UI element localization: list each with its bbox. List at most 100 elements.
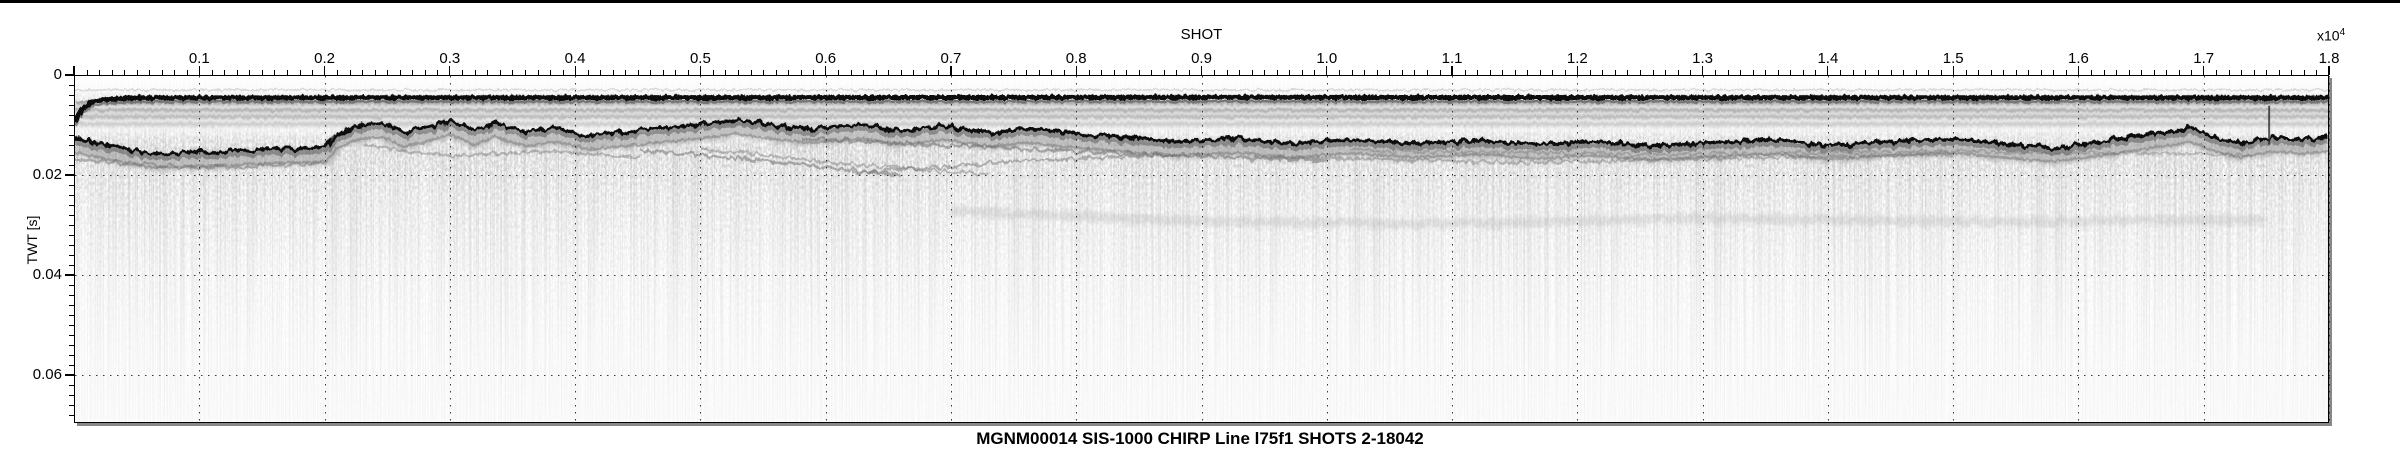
x-minor-tick xyxy=(537,70,539,75)
x-gridline xyxy=(2203,76,2205,424)
x-minor-tick xyxy=(1940,70,1942,75)
x-tick-label: 1.2 xyxy=(1566,50,1588,67)
x-minor-tick xyxy=(1226,70,1228,75)
y-tick-label: 0 xyxy=(53,66,62,83)
x-minor-tick xyxy=(312,70,314,75)
x-gridline xyxy=(825,76,827,424)
x-minor-tick xyxy=(1602,70,1604,75)
x-gridline xyxy=(700,76,702,424)
x-tick-label: 0.7 xyxy=(940,50,962,67)
x-minor-tick xyxy=(349,70,351,75)
x-minor-tick xyxy=(1301,70,1303,75)
x-major-tick xyxy=(1827,66,1829,75)
x-gridline xyxy=(1452,76,1454,424)
x-minor-tick xyxy=(600,70,602,75)
x-minor-tick xyxy=(1840,70,1842,75)
x-major-tick xyxy=(1576,66,1578,75)
x-major-tick xyxy=(2203,66,2205,75)
x-axis-title: SHOT xyxy=(1180,26,1223,43)
x-minor-tick xyxy=(186,70,188,75)
x-minor-tick xyxy=(1777,70,1779,75)
x-minor-tick xyxy=(1088,70,1090,75)
seafloor-fuzz xyxy=(75,120,2328,161)
deep-faint-band xyxy=(950,206,2266,229)
x-minor-tick xyxy=(1915,70,1917,75)
x-minor-tick xyxy=(1251,70,1253,75)
x-minor-tick xyxy=(976,70,977,75)
x-minor-tick xyxy=(2028,70,2030,75)
y-minor-tick xyxy=(69,185,74,186)
sub-bottom-reflector-line xyxy=(638,148,902,177)
x-minor-tick xyxy=(2153,70,2155,75)
x-major-tick xyxy=(1952,66,1954,75)
x-minor-tick xyxy=(1188,70,1190,75)
y-gridline xyxy=(75,275,2330,276)
x-minor-tick xyxy=(1677,70,1679,75)
x-minor-tick xyxy=(337,70,339,75)
y-minor-tick xyxy=(69,195,74,196)
seafloor-echo-line xyxy=(75,132,2328,169)
x-minor-tick xyxy=(587,70,589,75)
x-minor-tick xyxy=(550,70,552,75)
x-minor-tick xyxy=(261,70,263,75)
sub-bottom-reflector-line xyxy=(1264,153,1953,164)
x-gridline xyxy=(2078,76,2080,424)
x-gridline xyxy=(1702,76,1704,424)
x-minor-tick xyxy=(737,70,739,75)
x-minor-tick xyxy=(2065,70,2067,75)
x-minor-tick xyxy=(2015,70,2017,75)
x-minor-tick xyxy=(1489,70,1491,75)
y-major-tick xyxy=(65,274,74,276)
x-gridline xyxy=(449,76,451,424)
x-minor-tick xyxy=(2266,70,2268,75)
x-minor-tick xyxy=(211,70,213,75)
x-minor-tick xyxy=(650,70,652,75)
plot-area xyxy=(74,75,2330,424)
x-minor-tick xyxy=(2053,70,2055,75)
x-minor-tick xyxy=(1038,70,1040,75)
x-minor-tick xyxy=(525,70,526,75)
x-tick-label: 1.7 xyxy=(2193,50,2215,67)
x-minor-tick xyxy=(1214,70,1216,75)
x-gridline xyxy=(1953,76,1955,424)
x-minor-tick xyxy=(1878,70,1879,75)
x-major-tick xyxy=(73,66,75,75)
x-major-tick xyxy=(2077,66,2080,75)
x-minor-tick xyxy=(1727,70,1729,75)
x-tick-label: 0.9 xyxy=(1191,50,1212,67)
x-minor-tick xyxy=(712,70,714,75)
x-axis-multiplier-prefix: x10 xyxy=(2317,27,2340,44)
x-tick-label: 0.1 xyxy=(188,50,210,67)
x-tick-label: 1.5 xyxy=(1942,50,1964,67)
x-major-tick xyxy=(449,66,451,75)
x-minor-tick xyxy=(1990,70,1992,75)
x-major-tick xyxy=(323,66,326,75)
x-minor-tick xyxy=(437,70,439,75)
y-major-tick xyxy=(65,74,74,76)
x-minor-tick xyxy=(1351,70,1353,75)
x-minor-tick xyxy=(1176,70,1178,75)
x-minor-tick xyxy=(399,70,401,75)
x-minor-tick xyxy=(750,70,752,75)
x-minor-tick xyxy=(1264,70,1266,75)
x-axis-multiplier-exponent: 4 xyxy=(2339,27,2346,38)
y-minor-tick xyxy=(69,315,74,316)
x-minor-tick xyxy=(2128,70,2130,75)
y-minor-tick xyxy=(69,325,74,326)
x-minor-tick xyxy=(1665,70,1667,75)
x-minor-tick xyxy=(2141,70,2143,75)
x-tick-label: 0.4 xyxy=(564,50,586,67)
x-tick-label: 1.4 xyxy=(1817,50,1839,67)
y-major-tick xyxy=(65,374,74,376)
x-tick-label: 0.5 xyxy=(689,50,711,67)
x-gridline xyxy=(1201,76,1203,424)
x-minor-tick xyxy=(1802,70,1804,75)
x-tick-label: 1.0 xyxy=(1316,50,1338,67)
x-minor-tick xyxy=(2278,70,2280,75)
x-minor-tick xyxy=(412,70,414,75)
y-minor-tick xyxy=(69,85,74,86)
x-minor-tick xyxy=(2040,70,2042,75)
y-minor-tick xyxy=(69,345,74,346)
x-gridline xyxy=(2329,76,2330,424)
